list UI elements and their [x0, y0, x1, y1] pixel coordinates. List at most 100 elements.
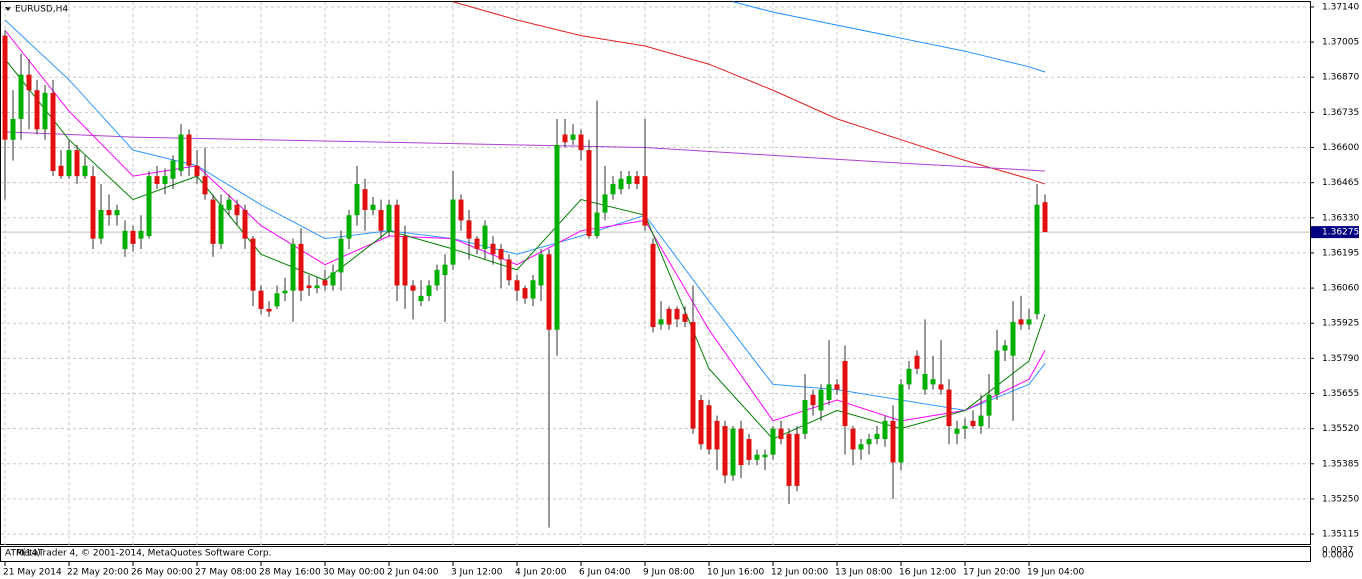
candle-body	[162, 176, 168, 184]
candle-body	[410, 285, 416, 291]
candle-body	[754, 454, 760, 460]
candle-body	[650, 243, 656, 328]
candle-body	[674, 308, 680, 320]
candle-body	[114, 209, 120, 216]
candle-body	[178, 134, 184, 171]
y-tick-label: 1.35115	[1322, 530, 1359, 540]
candle-body	[642, 176, 648, 226]
candle-body	[482, 225, 488, 250]
x-tick-label: 19 Jun 04:00	[1027, 568, 1084, 578]
candle-body	[42, 92, 48, 130]
candle-body	[74, 150, 80, 177]
candle-body	[290, 243, 296, 291]
candle-body	[274, 293, 280, 307]
moving-average	[4, 58, 1046, 440]
candle-body	[170, 160, 176, 179]
y-tick-label: 1.35925	[1322, 319, 1359, 329]
candle-body	[338, 238, 344, 273]
candle-body	[746, 439, 752, 460]
y-tick-label: 1.37140	[1322, 2, 1359, 12]
candle-body	[850, 428, 856, 450]
y-tick-label: 1.35520	[1322, 424, 1359, 434]
y-tick-label: 1.36870	[1322, 73, 1359, 83]
candle-body	[778, 428, 784, 440]
candle-body	[370, 204, 376, 210]
candle-body	[594, 212, 600, 237]
candle-body	[762, 454, 768, 458]
y-tick-label: 1.36735	[1322, 108, 1359, 118]
candle-body	[82, 165, 88, 177]
candle-body	[522, 288, 528, 299]
candle-body	[946, 389, 952, 427]
x-tick-label: 28 May 16:00	[259, 568, 321, 578]
candle-body	[362, 189, 368, 210]
x-tick-label: 3 Jun 12:00	[451, 568, 503, 578]
candle-body	[602, 194, 608, 213]
candle-body	[578, 134, 584, 151]
candle-body	[354, 183, 360, 216]
x-tick-label: 30 May 00:00	[323, 568, 385, 578]
candle-body	[250, 238, 256, 291]
moving-average	[452, 1, 1046, 185]
candle-body	[530, 280, 536, 299]
candle-body	[706, 405, 712, 450]
candle-body	[26, 74, 32, 91]
candle-body	[210, 199, 216, 244]
candle-body	[202, 176, 208, 195]
moving-average	[732, 1, 1046, 73]
candle-body	[978, 415, 984, 427]
plot-frame	[0, 1, 1311, 545]
candle-body	[874, 433, 880, 440]
candle-body	[1002, 345, 1008, 351]
moving-average	[4, 131, 1046, 172]
candle-body	[954, 428, 960, 434]
candle-body	[18, 74, 24, 119]
candle-body	[698, 400, 704, 445]
candle-body	[322, 280, 328, 286]
candle-body	[146, 176, 152, 237]
candle-body	[306, 285, 312, 289]
candle-body	[714, 420, 720, 450]
candle-body	[914, 355, 920, 369]
candle-body	[242, 209, 248, 239]
x-tick-label: 17 Jun 20:00	[963, 568, 1020, 578]
candle-body	[682, 314, 688, 322]
subpanel-label: 0.0000	[1322, 551, 1354, 561]
menu-arrow[interactable]	[5, 7, 11, 11]
x-tick-label: 26 May 00:00	[131, 568, 193, 578]
candle-body	[434, 269, 440, 286]
candle-body	[258, 290, 264, 309]
chart-title: EURUSD,H4	[15, 5, 68, 15]
candle-body	[562, 134, 568, 143]
candle-body	[506, 259, 512, 281]
candle-body	[458, 199, 464, 221]
x-tick-label: 22 May 20:00	[67, 568, 129, 578]
candle-body	[154, 176, 160, 184]
candle-body	[66, 150, 72, 177]
price-tag	[1311, 226, 1359, 239]
candle-body	[834, 384, 840, 390]
candle-body	[226, 199, 232, 210]
candle-body	[186, 134, 192, 166]
candle-body	[266, 308, 272, 312]
candle-body	[802, 400, 808, 434]
y-tick-label: 1.36465	[1322, 178, 1359, 188]
candle-body	[858, 444, 864, 450]
candle-body	[514, 280, 520, 291]
subpanel-frame	[0, 546, 1311, 562]
price-tag-label: 1.36275	[1322, 228, 1359, 238]
candle-body	[418, 295, 424, 302]
candle-body	[1034, 204, 1040, 315]
candle-body	[98, 209, 104, 239]
candle-body	[930, 379, 936, 385]
candle-body	[922, 373, 928, 390]
candle-body	[474, 238, 480, 250]
candle-body	[218, 204, 224, 244]
candle-body	[330, 272, 336, 286]
candle-body	[890, 420, 896, 463]
candle-body	[498, 249, 504, 260]
x-tick-label: 9 Jun 08:00	[643, 568, 695, 578]
candle-body	[546, 254, 552, 330]
